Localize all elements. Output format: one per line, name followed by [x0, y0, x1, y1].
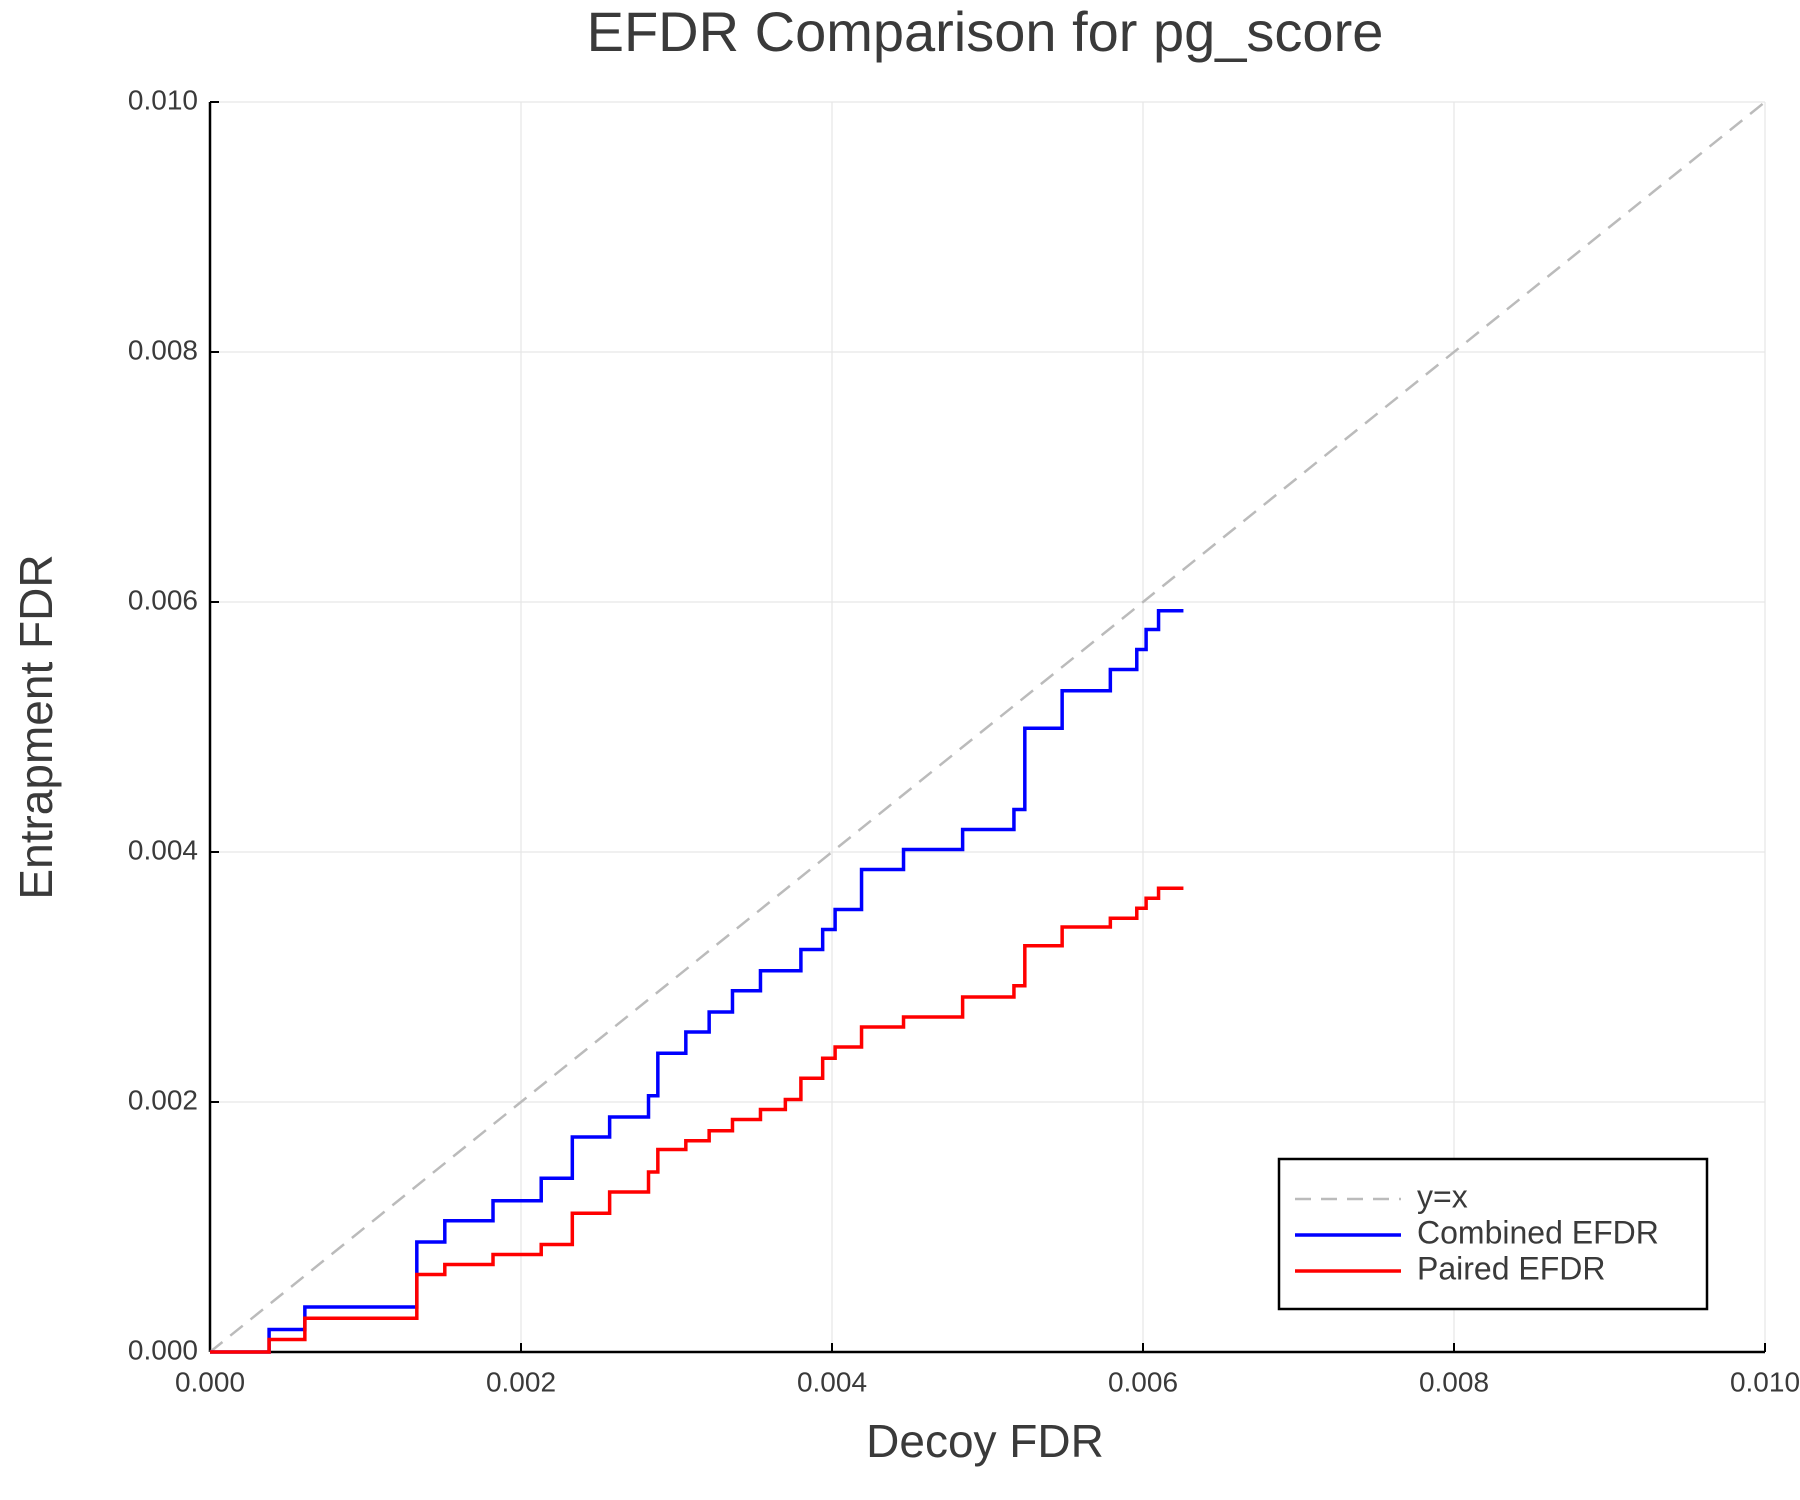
legend-label: Paired EFDR — [1417, 1250, 1606, 1286]
series-line — [209, 101, 1766, 1353]
x-tick-label: 0.010 — [1730, 1366, 1800, 1397]
series-line — [210, 886, 1184, 1354]
x-tick-label: 0.004 — [797, 1366, 867, 1397]
legend-label: y=x — [1417, 1178, 1468, 1214]
chart-title: EFDR Comparison for pg_score — [587, 0, 1384, 63]
y-tick-label: 0.002 — [128, 1084, 198, 1115]
x-tick-label: 0.008 — [1419, 1366, 1489, 1397]
y-tick-label: 0.004 — [128, 834, 198, 865]
x-tick-label: 0.000 — [175, 1366, 245, 1397]
x-tick-label: 0.002 — [486, 1366, 556, 1397]
legend-label: Combined EFDR — [1417, 1214, 1659, 1250]
x-axis-label: Decoy FDR — [866, 1415, 1104, 1467]
y-tick-label: 0.000 — [128, 1334, 198, 1365]
x-tick-label: 0.006 — [1108, 1366, 1178, 1397]
y-tick-label: 0.010 — [128, 84, 198, 115]
y-axis-label: Entrapment FDR — [10, 554, 62, 899]
y-tick-label: 0.008 — [128, 334, 198, 365]
y-tick-label: 0.006 — [128, 584, 198, 615]
series-line — [210, 609, 1184, 1354]
